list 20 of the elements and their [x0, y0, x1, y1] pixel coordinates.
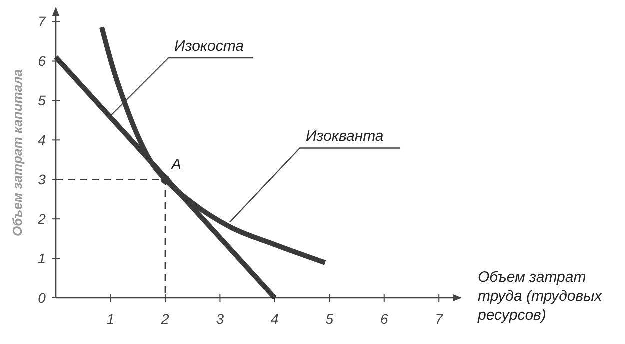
x-tick-label: 3 — [216, 311, 224, 327]
x-tick-label: 4 — [271, 311, 280, 327]
y-tick-label: 4 — [38, 132, 46, 148]
annotation: Изокванта — [306, 128, 384, 146]
y-tick-label: 5 — [38, 92, 46, 109]
annotation: A — [170, 156, 182, 174]
x-tick-label: 2 — [160, 311, 170, 327]
y-tick-label: 1 — [38, 250, 46, 266]
annotation: Изокоста — [174, 38, 244, 56]
x-tick-label: 5 — [326, 311, 334, 327]
y-tick-label: 3 — [38, 172, 46, 188]
y-tick-label: 6 — [38, 53, 46, 70]
y-tick-label: 2 — [37, 210, 46, 227]
y-axis-title: Объем затрат капитала — [10, 69, 25, 237]
x-tick-label: 6 — [380, 311, 388, 327]
y-tick-label: 0 — [38, 290, 46, 306]
y-tick-label: 7 — [38, 14, 48, 30]
x-tick-label: 1 — [106, 311, 115, 327]
x-axis-title: Объем затрат труда (трудовых ресурсов) — [477, 269, 603, 324]
x-tick-label: 7 — [435, 311, 444, 327]
